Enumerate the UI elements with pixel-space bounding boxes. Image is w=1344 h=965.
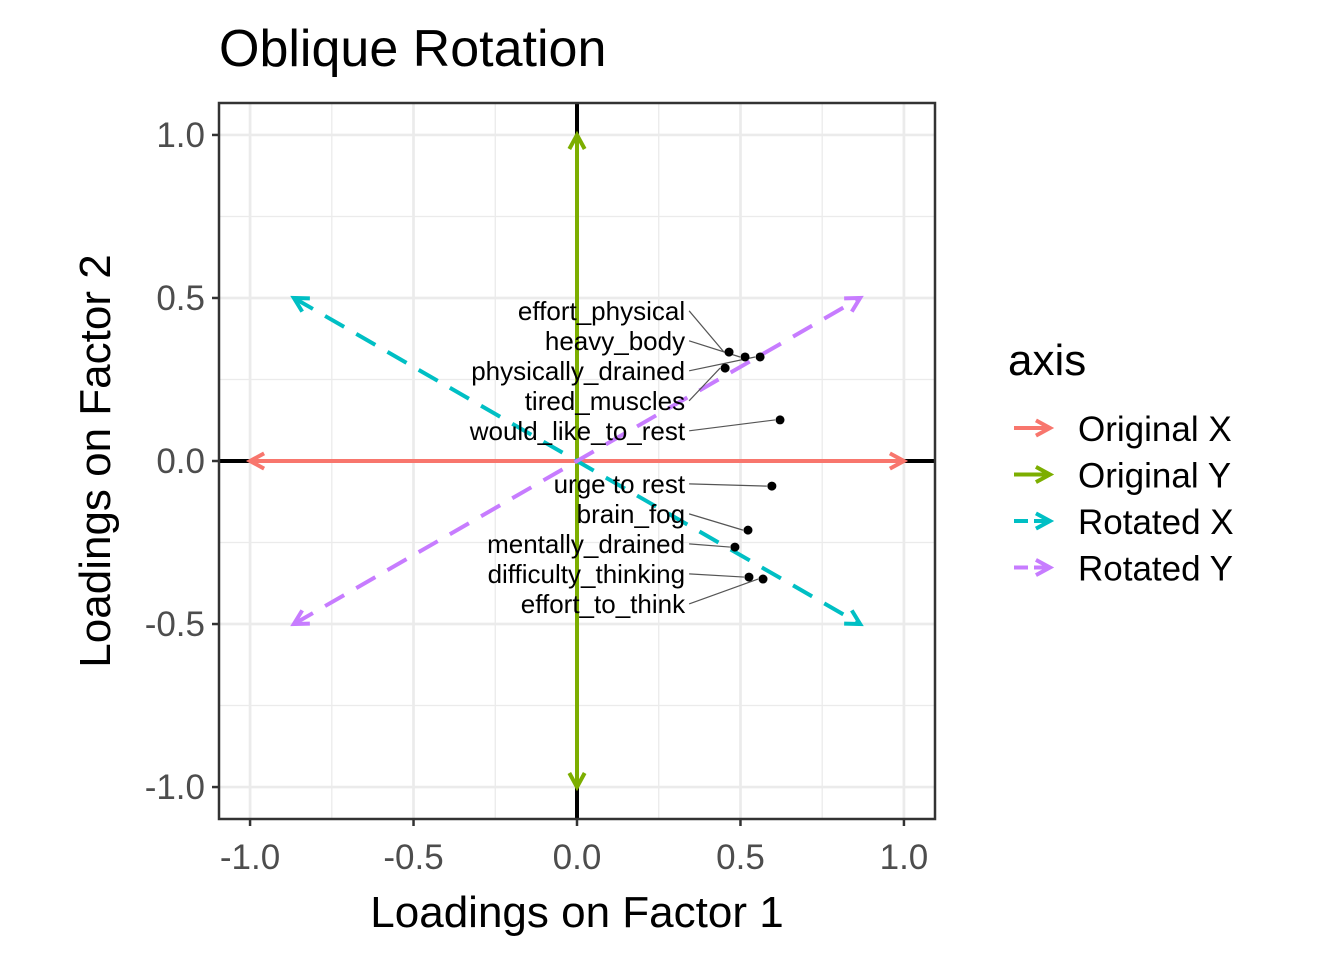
data-point bbox=[744, 572, 754, 582]
legend-arrow-head bbox=[1034, 465, 1055, 484]
x-axis-label: Loadings on Factor 1 bbox=[370, 888, 783, 937]
legend-entry: Original Y bbox=[1014, 457, 1231, 496]
legend-arrow-head bbox=[1034, 558, 1055, 577]
x-tick-label: -1.0 bbox=[220, 838, 280, 877]
x-tick-label: -0.5 bbox=[383, 838, 443, 877]
point-label: physically_drained bbox=[471, 356, 685, 386]
data-point bbox=[758, 574, 768, 584]
legend-arrow-head bbox=[1034, 511, 1055, 531]
y-tick-label: -1.0 bbox=[145, 768, 205, 807]
arrow-head bbox=[844, 295, 864, 313]
data-point bbox=[767, 481, 777, 491]
label-leader-line bbox=[689, 543, 730, 548]
point-label: mentally_drained bbox=[487, 529, 685, 559]
data-point bbox=[775, 415, 785, 425]
data-point bbox=[730, 542, 740, 552]
x-tick-label: 0.5 bbox=[716, 838, 765, 877]
label-leader-line bbox=[689, 483, 767, 487]
y-tick-label: -0.5 bbox=[145, 605, 205, 644]
arrow-head bbox=[567, 130, 587, 150]
legend-label: Original Y bbox=[1078, 457, 1231, 496]
legend-title: axis bbox=[1008, 336, 1086, 385]
data-point bbox=[724, 347, 734, 357]
point-label: urge to rest bbox=[554, 469, 686, 499]
arrow-head bbox=[245, 451, 266, 471]
point-label: heavy_body bbox=[545, 326, 685, 356]
legend-label: Rotated Y bbox=[1078, 550, 1233, 589]
label-leader-line bbox=[688, 367, 721, 402]
data-point bbox=[743, 525, 753, 535]
legend-entry: Rotated Y bbox=[1014, 550, 1233, 589]
legend-label: Original X bbox=[1078, 410, 1232, 449]
x-tick-label: 0.0 bbox=[553, 838, 602, 877]
arrow-line bbox=[292, 296, 862, 626]
axis-ticks: -1.0 -0.5 0.0 0.5 1.0 -1.0 -0.5 0.0 0.5 1.0 bbox=[145, 116, 929, 877]
label-leader-line bbox=[688, 578, 759, 605]
legend-label: Rotated X bbox=[1078, 503, 1234, 542]
plot-marks bbox=[219, 103, 935, 819]
data-point bbox=[720, 363, 730, 373]
point-label: would_like_to_rest bbox=[469, 416, 686, 446]
y-tick-label: 0.5 bbox=[156, 279, 205, 318]
legend-arrow-head bbox=[1034, 418, 1055, 438]
chart-title: Oblique Rotation bbox=[219, 20, 606, 78]
legend-entry: Original X bbox=[1014, 410, 1232, 449]
y-tick-label: 1.0 bbox=[156, 116, 205, 155]
label-leader-line bbox=[689, 573, 745, 578]
legend: axis Original X Original Y Rotated X Rotated… bbox=[1008, 336, 1234, 589]
legend-entry: Rotated X bbox=[1014, 503, 1234, 542]
data-point bbox=[755, 352, 765, 362]
point-label: brain_fog bbox=[577, 499, 685, 529]
x-tick-label: 1.0 bbox=[880, 838, 929, 877]
point-label: tired_muscles bbox=[525, 386, 685, 416]
y-tick-label: 0.0 bbox=[156, 442, 205, 481]
data-point bbox=[740, 352, 750, 362]
arrow-head bbox=[567, 772, 587, 792]
label-leader-line bbox=[688, 513, 744, 531]
arrow-head bbox=[290, 295, 310, 313]
y-axis-label: Loadings on Factor 2 bbox=[71, 254, 120, 667]
label-leader-line bbox=[688, 310, 725, 353]
point-label: effort_physical bbox=[518, 296, 685, 326]
arrow-head bbox=[888, 451, 909, 471]
label-leader-line bbox=[689, 419, 776, 432]
arrow-rotated-y bbox=[290, 295, 864, 627]
point-label: difficulty_thinking bbox=[488, 559, 686, 589]
point-labels: effort_physicalheavy_bodyphysically_drai… bbox=[469, 296, 785, 619]
point-label: effort_to_think bbox=[521, 589, 686, 619]
arrow-head bbox=[290, 609, 310, 627]
arrow-head bbox=[844, 609, 864, 627]
